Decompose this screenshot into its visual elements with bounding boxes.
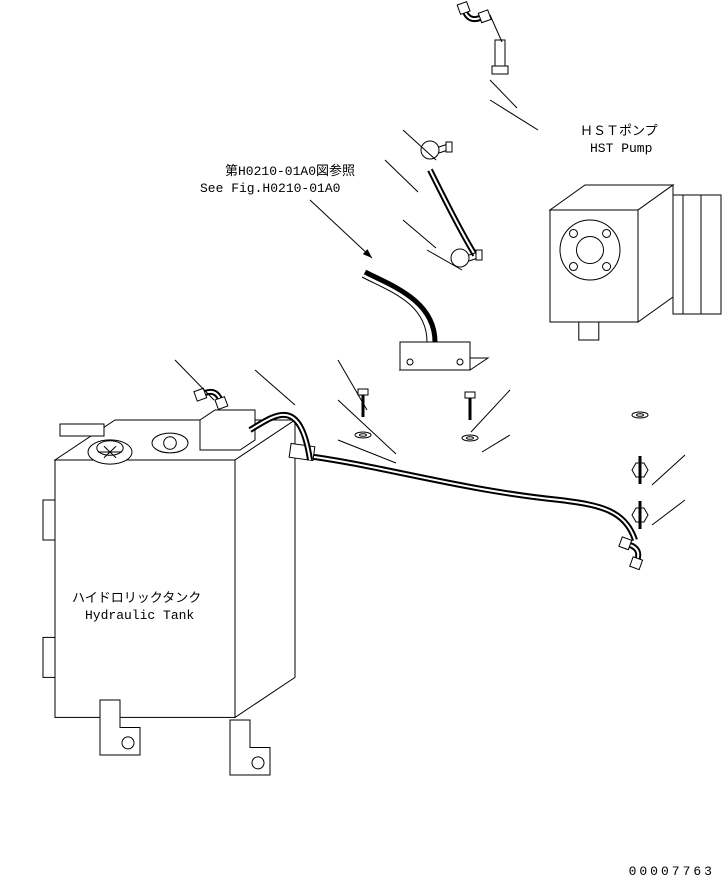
hst-pump-label-en: HST Pump — [590, 141, 652, 156]
tank-port-block — [200, 410, 255, 450]
hydraulic-tank-label-jp: ハイドロリックタンク — [72, 591, 201, 606]
diagram-canvas: ＨＳＴポンプ HST Pump 第H0210-01A0図参照 See Fig.H021… — [0, 0, 723, 885]
hydraulic-tank-label-en: Hydraulic Tank — [85, 608, 194, 623]
pump-flange — [560, 220, 620, 280]
hst-pump-label-jp: ＨＳＴポンプ — [580, 124, 658, 139]
drawing-number: 00007763 — [629, 864, 715, 879]
see-fig-label-en: See Fig.H0210-01A0 — [200, 181, 340, 196]
tank-cap-2 — [152, 433, 188, 453]
see-fig-label-jp: 第H0210-01A0図参照 — [225, 163, 355, 179]
